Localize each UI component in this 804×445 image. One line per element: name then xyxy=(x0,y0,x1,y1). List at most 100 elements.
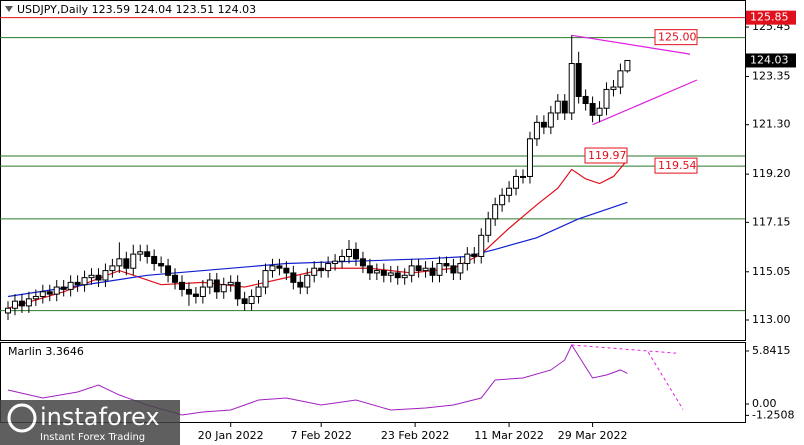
candle-body xyxy=(429,267,436,276)
candle-body xyxy=(582,95,589,105)
candle-body xyxy=(137,251,144,255)
candle-body xyxy=(248,295,255,305)
candle-body xyxy=(318,267,325,272)
x-tick-label: 29 Mar 2022 xyxy=(558,429,628,442)
level-label: 119.54 xyxy=(658,159,697,172)
indicator-title: Marlin 3.3646 xyxy=(8,345,84,358)
indicator-line xyxy=(7,343,628,416)
candle-body xyxy=(172,274,179,283)
candle-body xyxy=(290,272,297,283)
candle-body xyxy=(255,286,262,297)
level-box xyxy=(584,147,628,164)
candle-body xyxy=(262,270,269,288)
candle-body xyxy=(123,258,130,269)
candle-body xyxy=(575,63,582,97)
candle-body xyxy=(436,263,443,276)
candle-body xyxy=(603,88,610,109)
watermark-logo xyxy=(7,403,37,433)
y-tick-label: 0.00 xyxy=(752,397,777,410)
y-tick-label: 115.05 xyxy=(752,265,791,278)
candle-body xyxy=(325,263,332,272)
candle-body xyxy=(192,293,199,297)
candle-body xyxy=(269,265,276,272)
projection-line xyxy=(647,352,684,410)
candle-body xyxy=(547,112,554,128)
candle-body xyxy=(561,100,568,114)
candle-body xyxy=(67,281,74,290)
candle-body xyxy=(25,298,32,307)
candle-body xyxy=(624,59,631,72)
candle-body xyxy=(199,286,206,297)
last-price-box xyxy=(746,53,796,68)
level-label: 119.97 xyxy=(588,149,627,162)
candle-body xyxy=(46,291,53,295)
chart-title: USDJPY,Daily 123.59 124.04 123.51 124.03 xyxy=(17,3,256,16)
candle-body xyxy=(540,121,547,128)
y-tick-label: 117.15 xyxy=(752,215,791,228)
candle-body xyxy=(554,100,561,114)
candle-body xyxy=(401,274,408,279)
last-price-label: 124.03 xyxy=(750,53,789,66)
candle-body xyxy=(526,138,533,177)
candle-body xyxy=(220,284,227,293)
candle-body xyxy=(352,248,359,260)
resistance-label: 125.85 xyxy=(750,11,789,24)
candle-body xyxy=(297,281,304,288)
candle-body xyxy=(151,255,158,265)
x-tick-label: 7 Feb 2022 xyxy=(290,429,351,442)
y-tick-label: 119.20 xyxy=(752,167,791,180)
indicator-pane xyxy=(0,342,746,423)
candle-body xyxy=(213,279,220,293)
candle-body xyxy=(617,70,624,88)
watermark-tagline: Instant Forex Trading xyxy=(40,432,145,443)
candle-body xyxy=(5,307,12,314)
y-tick-label: 123.35 xyxy=(752,69,791,82)
candle-body xyxy=(332,260,339,265)
candle-body xyxy=(158,263,165,267)
candle-body xyxy=(116,258,123,267)
candle-body xyxy=(339,255,346,262)
candle-body xyxy=(276,265,283,269)
candle-body xyxy=(346,248,353,257)
price-pane xyxy=(0,0,746,341)
x-tick-label: 11 Mar 2022 xyxy=(474,429,544,442)
candle-body xyxy=(130,253,137,269)
level-label: 125.00 xyxy=(658,31,697,44)
candle-body xyxy=(513,175,520,189)
candle-body xyxy=(144,251,151,257)
watermark-brand: instaforex xyxy=(40,403,160,431)
watermark: instaforex Instant Forex Trading xyxy=(0,400,180,445)
candle-body xyxy=(373,270,380,274)
resistance-box xyxy=(746,10,796,25)
candle-body xyxy=(18,300,25,307)
x-tick-label: 23 Feb 2022 xyxy=(381,429,449,442)
candle-body xyxy=(443,263,450,267)
candle-body xyxy=(185,288,192,295)
indicator-line xyxy=(571,34,691,55)
candle-body xyxy=(304,274,311,288)
title-icon xyxy=(5,6,13,12)
candle-body xyxy=(60,286,67,290)
candle-body xyxy=(234,281,241,300)
candle-body xyxy=(387,272,394,276)
candle-body xyxy=(408,265,415,276)
candle-body xyxy=(492,204,499,220)
candle-body xyxy=(311,267,318,276)
level-box xyxy=(654,157,698,174)
candle-body xyxy=(471,253,478,257)
candle-body xyxy=(478,234,485,257)
candle-body xyxy=(589,103,596,116)
candle-body xyxy=(464,253,471,265)
candle-body xyxy=(610,86,617,90)
candle-body xyxy=(109,265,116,272)
level-box xyxy=(654,29,698,46)
candle-body xyxy=(422,267,429,272)
candle-body xyxy=(241,298,248,305)
y-tick-label: 121.30 xyxy=(752,118,791,131)
candle-body xyxy=(596,107,603,116)
candle-body xyxy=(178,281,185,290)
x-tick-label: 20 Jan 2022 xyxy=(198,429,264,442)
candle-body xyxy=(32,295,39,300)
